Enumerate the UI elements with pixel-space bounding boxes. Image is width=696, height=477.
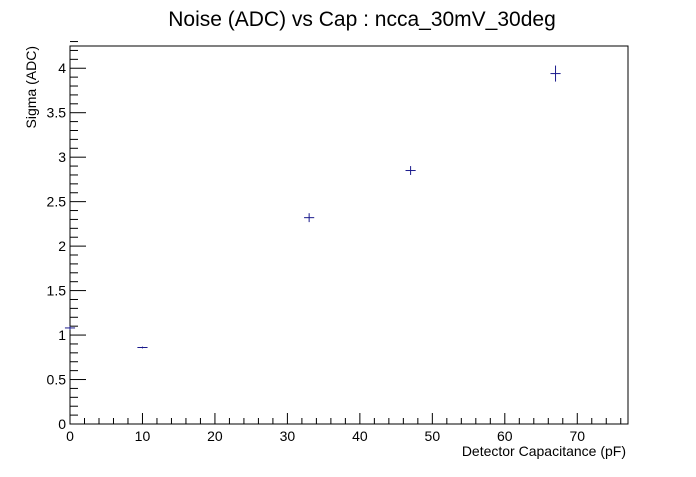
y-tick-label: 0.5 (47, 372, 67, 388)
x-tick-label: 70 (569, 428, 585, 444)
data-point (405, 166, 416, 175)
y-axis: 0 0.5 1 1.5 2 2.5 3 3.5 4 (47, 41, 86, 432)
y-tick-label: 4 (58, 60, 66, 76)
y-tick-label: 1.5 (47, 283, 67, 299)
y-tick-label: 3.5 (47, 105, 67, 121)
x-tick-label: 30 (280, 428, 296, 444)
x-tick-label: 60 (497, 428, 513, 444)
data-point (137, 346, 148, 349)
data-point (64, 326, 76, 330)
x-tick-label: 10 (135, 428, 151, 444)
data-points (64, 65, 561, 349)
y-tick-label: 2.5 (47, 194, 67, 210)
x-tick-label: 40 (352, 428, 368, 444)
x-tick-label: 20 (207, 428, 223, 444)
y-axis-label: Sigma (ADC) (23, 46, 39, 128)
x-tick-label: 0 (66, 428, 74, 444)
plot-frame (69, 45, 629, 425)
data-point (550, 65, 561, 82)
chart-title: Noise (ADC) vs Cap : ncca_30mV_30deg (168, 8, 556, 31)
y-tick-label: 0 (58, 416, 66, 432)
y-tick-label: 2 (58, 238, 66, 254)
x-axis: 0 10 20 30 40 50 60 70 (66, 413, 622, 444)
y-tick-label: 3 (58, 149, 66, 165)
data-point (304, 213, 315, 223)
x-tick-label: 50 (425, 428, 441, 444)
y-tick-label: 1 (58, 327, 66, 343)
x-axis-label: Detector Capacitance (pF) (462, 443, 626, 459)
